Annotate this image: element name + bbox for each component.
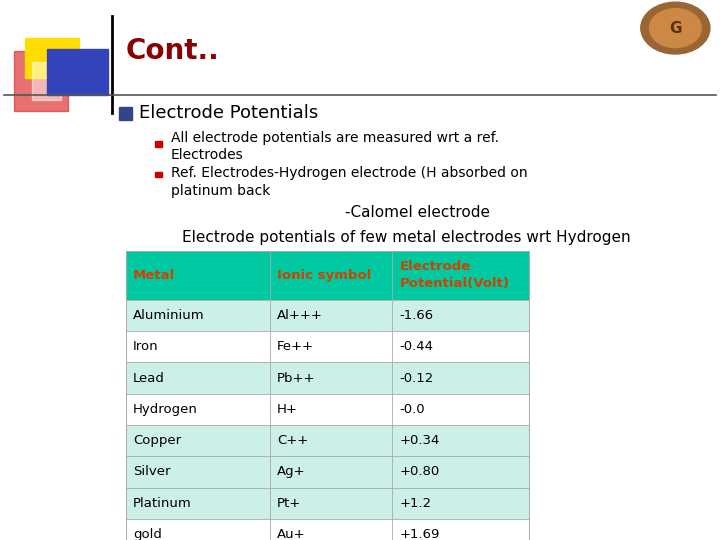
Text: Al+++: Al+++ [277, 309, 323, 322]
Text: C++: C++ [277, 434, 308, 447]
Bar [270, 362, 392, 394]
Text: Copper: Copper [133, 434, 181, 447]
Bar [392, 488, 529, 519]
Text: +1.69: +1.69 [400, 528, 440, 540]
Text: +1.2: +1.2 [400, 497, 432, 510]
Text: Electrode
Potential(Volt): Electrode Potential(Volt) [400, 260, 510, 291]
Bar [392, 456, 529, 488]
Bar [270, 331, 392, 362]
Bar [392, 331, 529, 362]
Bar [270, 425, 392, 456]
Text: gold: gold [133, 528, 162, 540]
Bar [392, 300, 529, 331]
Bar [47, 49, 108, 94]
Text: Hydrogen: Hydrogen [133, 403, 198, 416]
Bar [119, 106, 132, 120]
Text: Aluminium: Aluminium [133, 309, 204, 322]
Text: -0.0: -0.0 [400, 403, 426, 416]
Bar [126, 362, 270, 394]
Bar [126, 456, 270, 488]
Text: platinum back: platinum back [171, 184, 270, 198]
Bar [14, 51, 68, 111]
Text: Fe++: Fe++ [277, 340, 314, 353]
Text: Electrode potentials of few metal electrodes wrt Hydrogen: Electrode potentials of few metal electr… [182, 230, 631, 245]
Text: Silver: Silver [133, 465, 171, 478]
Bar [270, 488, 392, 519]
Text: Pt+: Pt+ [277, 497, 302, 510]
Bar [126, 488, 270, 519]
Bar [155, 141, 162, 147]
Bar [270, 300, 392, 331]
Bar [126, 394, 270, 425]
Bar [270, 251, 392, 300]
Text: G: G [669, 21, 682, 36]
Bar [126, 251, 270, 300]
Text: Au+: Au+ [277, 528, 306, 540]
Text: Metal: Metal [133, 269, 176, 282]
Bar [392, 519, 529, 540]
Bar [25, 38, 79, 78]
Text: Platinum: Platinum [133, 497, 192, 510]
Bar [126, 300, 270, 331]
Text: Lead: Lead [133, 372, 165, 384]
Bar [155, 172, 162, 177]
Text: H+: H+ [277, 403, 298, 416]
Text: Electrodes: Electrodes [171, 148, 243, 162]
Bar [270, 394, 392, 425]
Text: -1.66: -1.66 [400, 309, 433, 322]
Text: Ionic symbol: Ionic symbol [277, 269, 372, 282]
Bar [392, 251, 529, 300]
Bar [392, 362, 529, 394]
Text: Cont..: Cont.. [126, 37, 220, 65]
Text: Electrode Potentials: Electrode Potentials [139, 104, 318, 123]
Bar [392, 425, 529, 456]
Bar [270, 456, 392, 488]
Bar [32, 62, 61, 100]
Bar [126, 251, 529, 540]
Circle shape [641, 2, 710, 54]
Text: +0.80: +0.80 [400, 465, 440, 478]
Bar [392, 394, 529, 425]
Text: Ref. Electrodes-Hydrogen electrode (H absorbed on: Ref. Electrodes-Hydrogen electrode (H ab… [171, 166, 527, 180]
Text: Ag+: Ag+ [277, 465, 306, 478]
Bar [126, 425, 270, 456]
Bar [126, 331, 270, 362]
Text: -0.44: -0.44 [400, 340, 433, 353]
Bar [270, 519, 392, 540]
Circle shape [649, 9, 701, 48]
Text: Iron: Iron [133, 340, 159, 353]
Text: All electrode potentials are measured wrt a ref.: All electrode potentials are measured wr… [171, 131, 499, 145]
Text: Pb++: Pb++ [277, 372, 315, 384]
Bar [126, 519, 270, 540]
Text: -Calomel electrode: -Calomel electrode [345, 205, 490, 220]
Text: -0.12: -0.12 [400, 372, 434, 384]
Text: +0.34: +0.34 [400, 434, 440, 447]
